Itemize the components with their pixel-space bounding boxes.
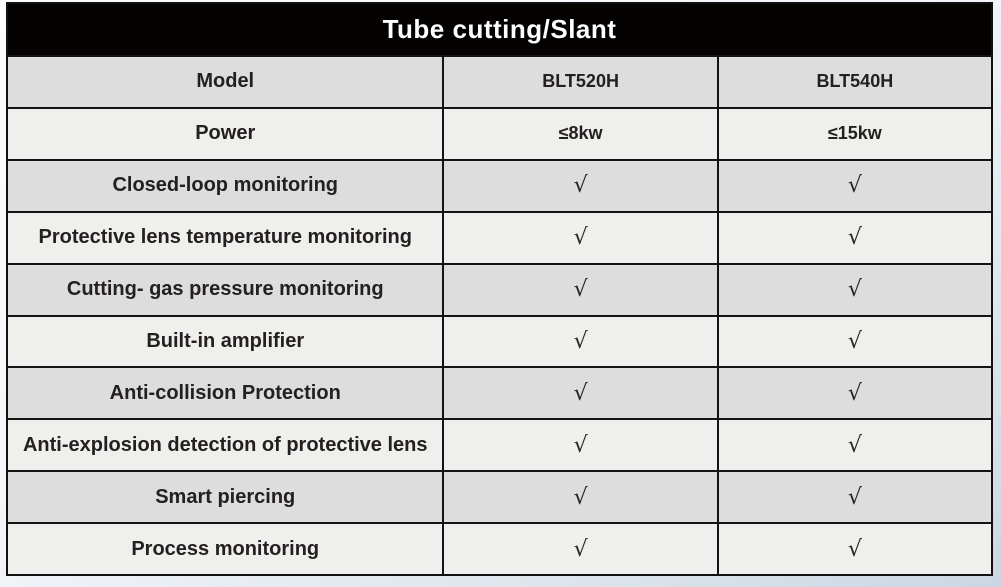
- blt540h-check-mark: √: [716, 316, 991, 367]
- table-row-power: Power ≤8kw ≤15kw: [8, 106, 991, 159]
- table-row-closed-loop-monitoring: Closed-loop monitoring √ √: [8, 158, 991, 211]
- table-row-smart-piercing: Smart piercing √ √: [8, 470, 991, 523]
- blt540h-check-mark: √: [716, 212, 991, 263]
- blt540h-value: ≤15kw: [716, 108, 991, 159]
- blt520h-value: ≤8kw: [442, 108, 716, 159]
- feature-label: Process monitoring: [131, 537, 320, 560]
- column-header-blt520h: BLT520H: [442, 57, 716, 107]
- column-header-blt540h: BLT540H: [716, 57, 991, 107]
- blt520h-check-mark: √: [442, 524, 716, 575]
- table-title-bar: Tube cutting/Slant: [8, 4, 991, 55]
- blt540h-check-mark: √: [716, 472, 991, 523]
- table-title: Tube cutting/Slant: [382, 14, 617, 44]
- table-row-anti-collision-protection: Anti-collision Protection √ √: [8, 366, 991, 419]
- table-row-protective-lens-temperature-monitoring: Protective lens temperature monitoring √…: [8, 210, 991, 263]
- blt520h-check-mark: √: [442, 368, 716, 419]
- feature-label: Cutting- gas pressure monitoring: [66, 278, 384, 301]
- row-header-model: Model: [196, 70, 255, 93]
- blt520h-check-mark: √: [442, 160, 716, 211]
- table-row-built-in-amplifier: Built-in amplifier √ √: [8, 314, 991, 367]
- blt520h-check-mark: √: [442, 316, 716, 367]
- table-row-anti-explosion-detection: Anti-explosion detection of protective l…: [8, 418, 991, 471]
- table-row-model: Model BLT520H BLT540H: [8, 55, 991, 107]
- spec-table: Tube cutting/Slant Model BLT520H BLT540H…: [6, 2, 993, 576]
- feature-label: Anti-collision Protection: [109, 381, 341, 404]
- blt540h-check-mark: √: [716, 524, 991, 575]
- blt520h-check-mark: √: [442, 472, 716, 523]
- feature-label: Power: [195, 122, 256, 145]
- feature-label: Built-in amplifier: [146, 329, 305, 352]
- blt540h-check-mark: √: [716, 420, 991, 471]
- blt520h-check-mark: √: [442, 264, 716, 315]
- table-row-process-monitoring: Process monitoring √ √: [8, 522, 991, 575]
- feature-label: Smart piercing: [155, 485, 296, 508]
- blt520h-check-mark: √: [442, 420, 716, 471]
- feature-label: Closed-loop monitoring: [112, 174, 338, 197]
- blt520h-check-mark: √: [442, 212, 716, 263]
- blt540h-check-mark: √: [716, 368, 991, 419]
- blt540h-check-mark: √: [716, 264, 991, 315]
- feature-label: Protective lens temperature monitoring: [38, 226, 412, 249]
- blt540h-check-mark: √: [716, 160, 991, 211]
- feature-label: Anti-explosion detection of protective l…: [22, 433, 428, 456]
- table-row-cutting-gas-pressure-monitoring: Cutting- gas pressure monitoring √ √: [8, 262, 991, 315]
